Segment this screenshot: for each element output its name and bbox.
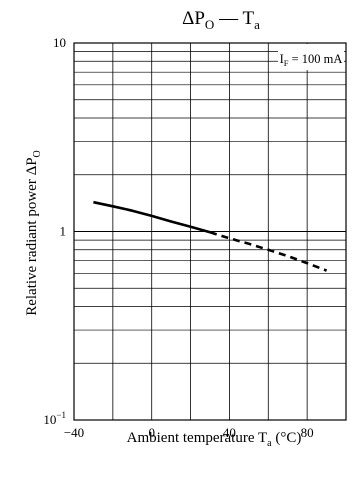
x-tick-label: 40 <box>223 425 236 440</box>
annotation-box <box>278 44 344 70</box>
annotation-i: I <box>280 52 284 66</box>
annotation-value: = 100 mA <box>288 52 342 66</box>
series-group <box>93 200 328 272</box>
title-var: T <box>242 8 254 29</box>
title-var-sub: a <box>254 17 260 32</box>
title-main: ΔP <box>182 8 205 29</box>
chart-title: ΔPO — Ta <box>182 8 260 32</box>
y-axis-label-text: Relative radiant power ΔP <box>24 157 40 315</box>
x-tick-label: 80 <box>301 425 314 440</box>
y-tick-label: 10 <box>53 35 66 50</box>
series-line-dashed <box>209 231 328 272</box>
x-axis-label-unit: (°C) <box>272 430 302 446</box>
x-tick-labels: −40 0 40 80 <box>64 425 314 440</box>
x-tick-label: 0 <box>148 425 155 440</box>
y-axis-label-sub: O <box>32 150 43 157</box>
series-line-solid <box>93 200 211 234</box>
y-tick-label: 1 <box>60 224 67 239</box>
x-axis-label-sub: a <box>267 438 272 449</box>
x-axis-label-text: Ambient temperature T <box>127 430 268 446</box>
title-main-sub: O <box>205 17 214 32</box>
y-tick-label: 10−1 <box>43 410 66 427</box>
plot-frame <box>73 42 347 421</box>
title-sep: — <box>214 8 242 29</box>
x-tick-label: −40 <box>64 425 84 440</box>
y-tick-base: 1 <box>60 224 67 239</box>
y-tick-base: 10 <box>43 412 56 427</box>
y-tick-base: 10 <box>53 35 66 50</box>
annotation-sub: F <box>284 58 289 68</box>
y-tick-exponent: −1 <box>56 410 66 420</box>
y-axis-label: Relative radiant power ΔPO <box>24 150 43 316</box>
x-axis-label: Ambient temperature Ta (°C) <box>127 430 302 449</box>
annotation-label: IF = 100 mA <box>280 52 343 68</box>
